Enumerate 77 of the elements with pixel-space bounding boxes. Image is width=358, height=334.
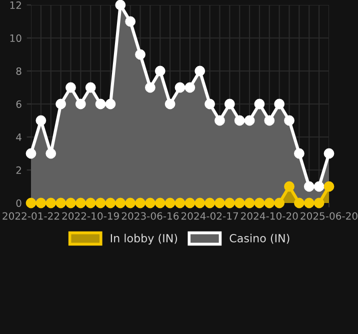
x-tick-label: 2022-10-19 [62,212,119,220]
point [174,82,186,93]
y-tick-label: 10 [10,34,22,42]
y-tick-label: 2 [16,166,21,174]
point [164,198,176,208]
point [105,98,116,110]
point [105,198,116,208]
point [234,198,245,208]
point [174,198,186,208]
point [26,198,36,208]
legend-label: Casino (IN) [230,234,290,244]
point [254,198,265,208]
point [224,198,235,208]
legend-label: In lobby (IN) [110,234,178,245]
point [46,198,56,208]
point [115,0,126,10]
point [194,66,206,76]
point [204,98,216,110]
point [264,198,275,208]
point [75,98,86,110]
point [46,148,56,159]
point [85,82,96,93]
y-tick-label: 4 [16,134,22,141]
point [264,115,275,126]
point [144,198,156,208]
point [254,98,265,110]
point [284,181,294,192]
point [214,198,225,208]
x-tick-label: 2024-02-17 [181,212,238,220]
x-tick-label: 2022-01-22 [2,212,60,220]
point [214,115,225,126]
x-tick-label: 2024-10-20 [241,212,298,220]
point [95,98,106,110]
point [66,82,76,93]
point [284,115,294,126]
point [125,16,136,27]
point [154,66,166,76]
point [164,98,176,110]
point [154,198,166,208]
point [135,198,146,208]
point [244,198,255,208]
y-tick-label: 6 [16,100,22,108]
point [314,181,324,192]
point [294,148,304,159]
point [66,198,76,208]
point [184,198,196,208]
point [234,115,245,126]
point [56,98,66,110]
point [135,49,146,60]
y-tick-label: 8 [16,67,22,75]
point [224,98,235,110]
point [274,198,285,208]
point [115,198,126,208]
point [75,198,86,208]
point [244,115,255,126]
y-tick-label: 0 [16,199,22,207]
x-tick-label: 2023-06-16 [122,212,179,220]
point [125,198,136,208]
point [184,82,196,93]
point [324,181,334,192]
point [85,198,96,208]
y-tick-label: 12 [10,1,21,9]
point [294,198,304,208]
point [314,198,324,208]
point [144,82,156,93]
point [274,98,285,110]
point [56,198,66,208]
point [26,148,36,159]
point [324,148,334,159]
point [204,198,216,208]
x-tick-label: 2025-06-20 [300,212,358,220]
point [36,115,46,126]
point [304,181,314,192]
point [194,198,206,208]
point [36,198,46,208]
point [95,198,106,208]
point [304,198,314,208]
